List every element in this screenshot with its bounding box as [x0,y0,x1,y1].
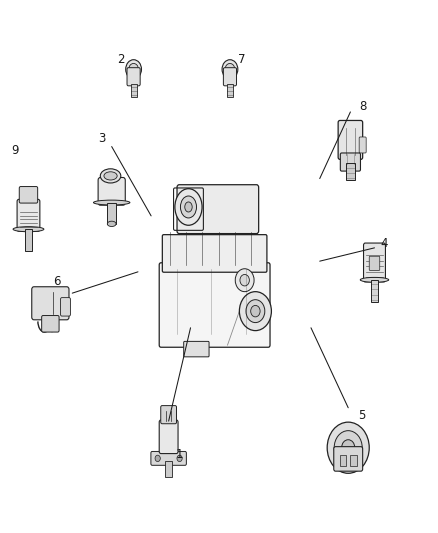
Circle shape [177,455,182,462]
Bar [165,461,172,477]
Circle shape [327,422,369,473]
FancyBboxPatch shape [340,153,360,171]
Circle shape [155,455,160,462]
FancyBboxPatch shape [151,451,187,465]
Ellipse shape [104,172,117,180]
Circle shape [334,431,362,465]
FancyBboxPatch shape [127,68,140,86]
Bar [25,229,32,251]
FancyBboxPatch shape [17,199,40,231]
FancyBboxPatch shape [359,137,366,153]
FancyBboxPatch shape [334,447,363,471]
Ellipse shape [175,189,202,225]
Circle shape [342,440,355,456]
Bar [371,280,378,302]
Bar [107,203,116,224]
Text: 6: 6 [53,275,61,288]
Ellipse shape [107,221,116,227]
FancyBboxPatch shape [338,120,363,159]
Text: 9: 9 [11,144,19,157]
Circle shape [225,63,235,75]
Circle shape [246,300,265,322]
Text: 2: 2 [117,53,125,66]
FancyBboxPatch shape [364,243,385,282]
Text: 8: 8 [359,100,366,113]
Circle shape [240,274,249,286]
Bar [346,163,355,180]
Circle shape [129,63,138,75]
Ellipse shape [100,169,121,183]
Ellipse shape [185,202,192,212]
Bar [131,84,137,97]
FancyBboxPatch shape [42,316,59,332]
Ellipse shape [180,196,197,218]
Bar [350,455,357,466]
FancyBboxPatch shape [184,342,209,357]
FancyBboxPatch shape [161,406,177,424]
FancyBboxPatch shape [369,256,380,271]
Text: 1: 1 [176,448,184,461]
Text: 7: 7 [238,53,246,66]
Text: 5: 5 [358,409,365,422]
FancyBboxPatch shape [159,263,270,348]
Ellipse shape [360,277,389,282]
FancyBboxPatch shape [159,420,178,454]
Circle shape [251,305,260,317]
FancyBboxPatch shape [60,297,71,316]
Bar [227,84,233,97]
Bar [340,455,346,466]
Circle shape [235,269,254,292]
FancyBboxPatch shape [19,187,38,203]
Circle shape [240,292,272,330]
FancyBboxPatch shape [223,68,237,86]
FancyBboxPatch shape [162,235,267,272]
Circle shape [222,60,238,79]
Text: 3: 3 [98,132,105,145]
Circle shape [126,60,141,79]
FancyBboxPatch shape [98,177,125,205]
FancyBboxPatch shape [177,185,259,233]
FancyBboxPatch shape [32,287,69,320]
Ellipse shape [13,227,44,232]
Text: 4: 4 [381,237,389,250]
Ellipse shape [93,200,130,205]
